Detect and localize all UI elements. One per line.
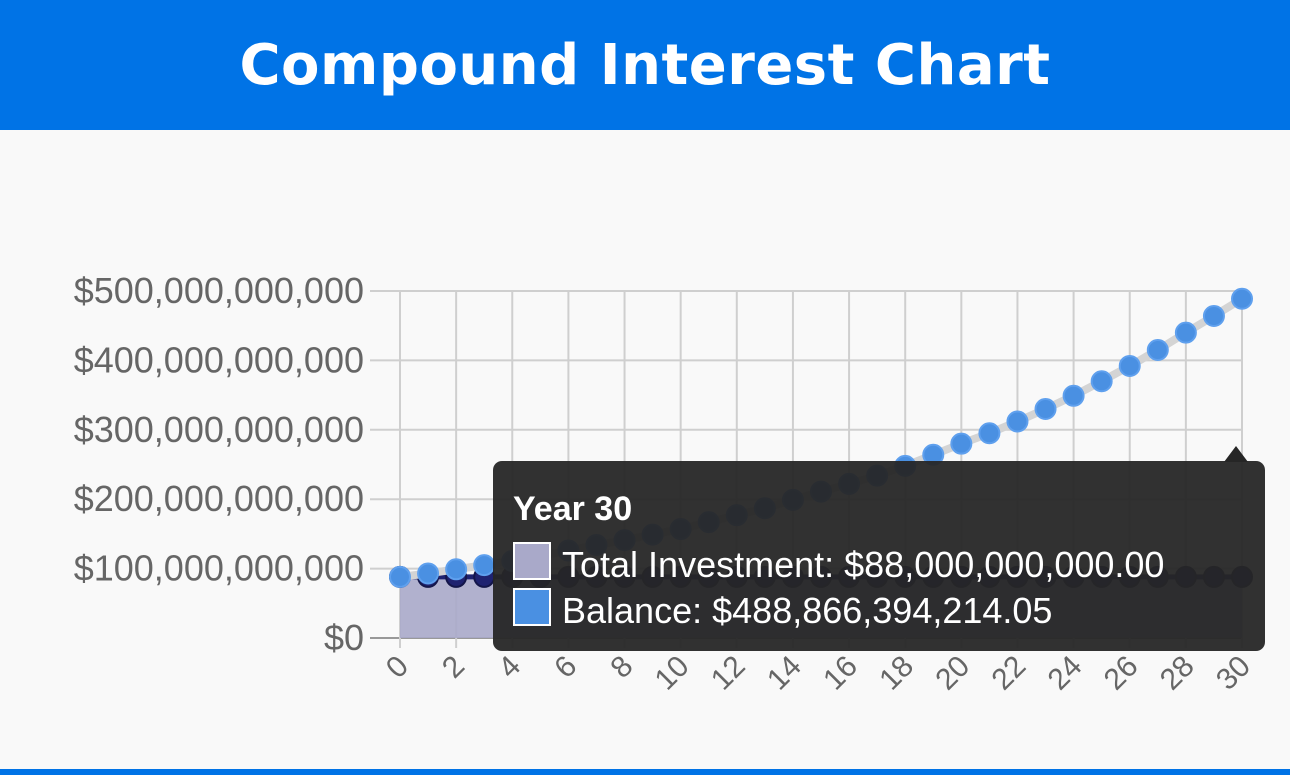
x-tick-label: 24 [1042, 650, 1089, 697]
series-name: Balance [562, 590, 692, 631]
x-tick-label: 26 [1098, 650, 1145, 697]
x-tick-label: 4 [492, 650, 527, 685]
point [417, 562, 440, 585]
x-tick-label: 16 [817, 650, 864, 697]
tooltip-value: $488,866,394,214.05 [712, 590, 1052, 631]
tooltip-item: Balance: $488,866,394,214.05 [562, 590, 1052, 631]
x-tick-label: 20 [929, 650, 976, 697]
point [1090, 370, 1113, 393]
point [978, 422, 1001, 445]
y-tick-label: $100,000,000,000 [74, 548, 364, 589]
series-name: Total Investment [562, 544, 824, 585]
tooltip-title: Year 30 [513, 490, 632, 528]
point [1062, 384, 1085, 407]
bottom-bar [0, 769, 1290, 775]
x-tick-label: 6 [548, 650, 583, 685]
chart-title: Compound Interest Chart [239, 32, 1051, 98]
x-tick-label: 30 [1210, 650, 1257, 697]
point [1202, 304, 1225, 327]
tooltip-swatch [513, 542, 551, 580]
x-tick-label: 2 [436, 650, 471, 685]
x-tick-label: 8 [604, 650, 639, 685]
tooltip-value: $88,000,000,000.00 [844, 544, 1164, 585]
y-tick-label: $0 [324, 617, 364, 658]
x-tick-label: 18 [873, 650, 920, 697]
x-tick-label: 28 [1154, 650, 1201, 697]
y-tick-label: $300,000,000,000 [74, 409, 364, 450]
point [389, 565, 411, 588]
x-tick-label: 22 [985, 650, 1032, 697]
separator: : [692, 590, 712, 631]
x-tick-label: 10 [649, 650, 696, 697]
point [1146, 338, 1169, 361]
tooltip-box [493, 461, 1265, 651]
y-tick-label: $400,000,000,000 [74, 339, 364, 380]
point [1118, 354, 1141, 377]
x-tick-label: 0 [380, 650, 415, 685]
point [1006, 410, 1029, 433]
point [1231, 287, 1253, 310]
point [473, 554, 496, 577]
y-tick-label: $500,000,000,000 [74, 270, 364, 311]
x-tick-label: 14 [761, 650, 808, 697]
separator: : [824, 544, 844, 585]
point [1034, 397, 1057, 420]
x-tick-label: 12 [705, 650, 752, 697]
tooltip-item: Total Investment: $88,000,000,000.00 [562, 544, 1164, 585]
chart: $0 $100,000,000,000 $200,000,000,000 $300,0… [74, 270, 1265, 697]
header: Compound Interest Chart [0, 0, 1290, 130]
tooltip-swatch [513, 588, 551, 626]
point [445, 558, 468, 581]
tooltip: Year 30 Total Investment: $88,000,000,000… [493, 446, 1265, 651]
point [950, 432, 973, 455]
tooltip-caret [1224, 446, 1248, 462]
y-tick-label: $200,000,000,000 [74, 478, 364, 519]
point [1174, 321, 1197, 344]
